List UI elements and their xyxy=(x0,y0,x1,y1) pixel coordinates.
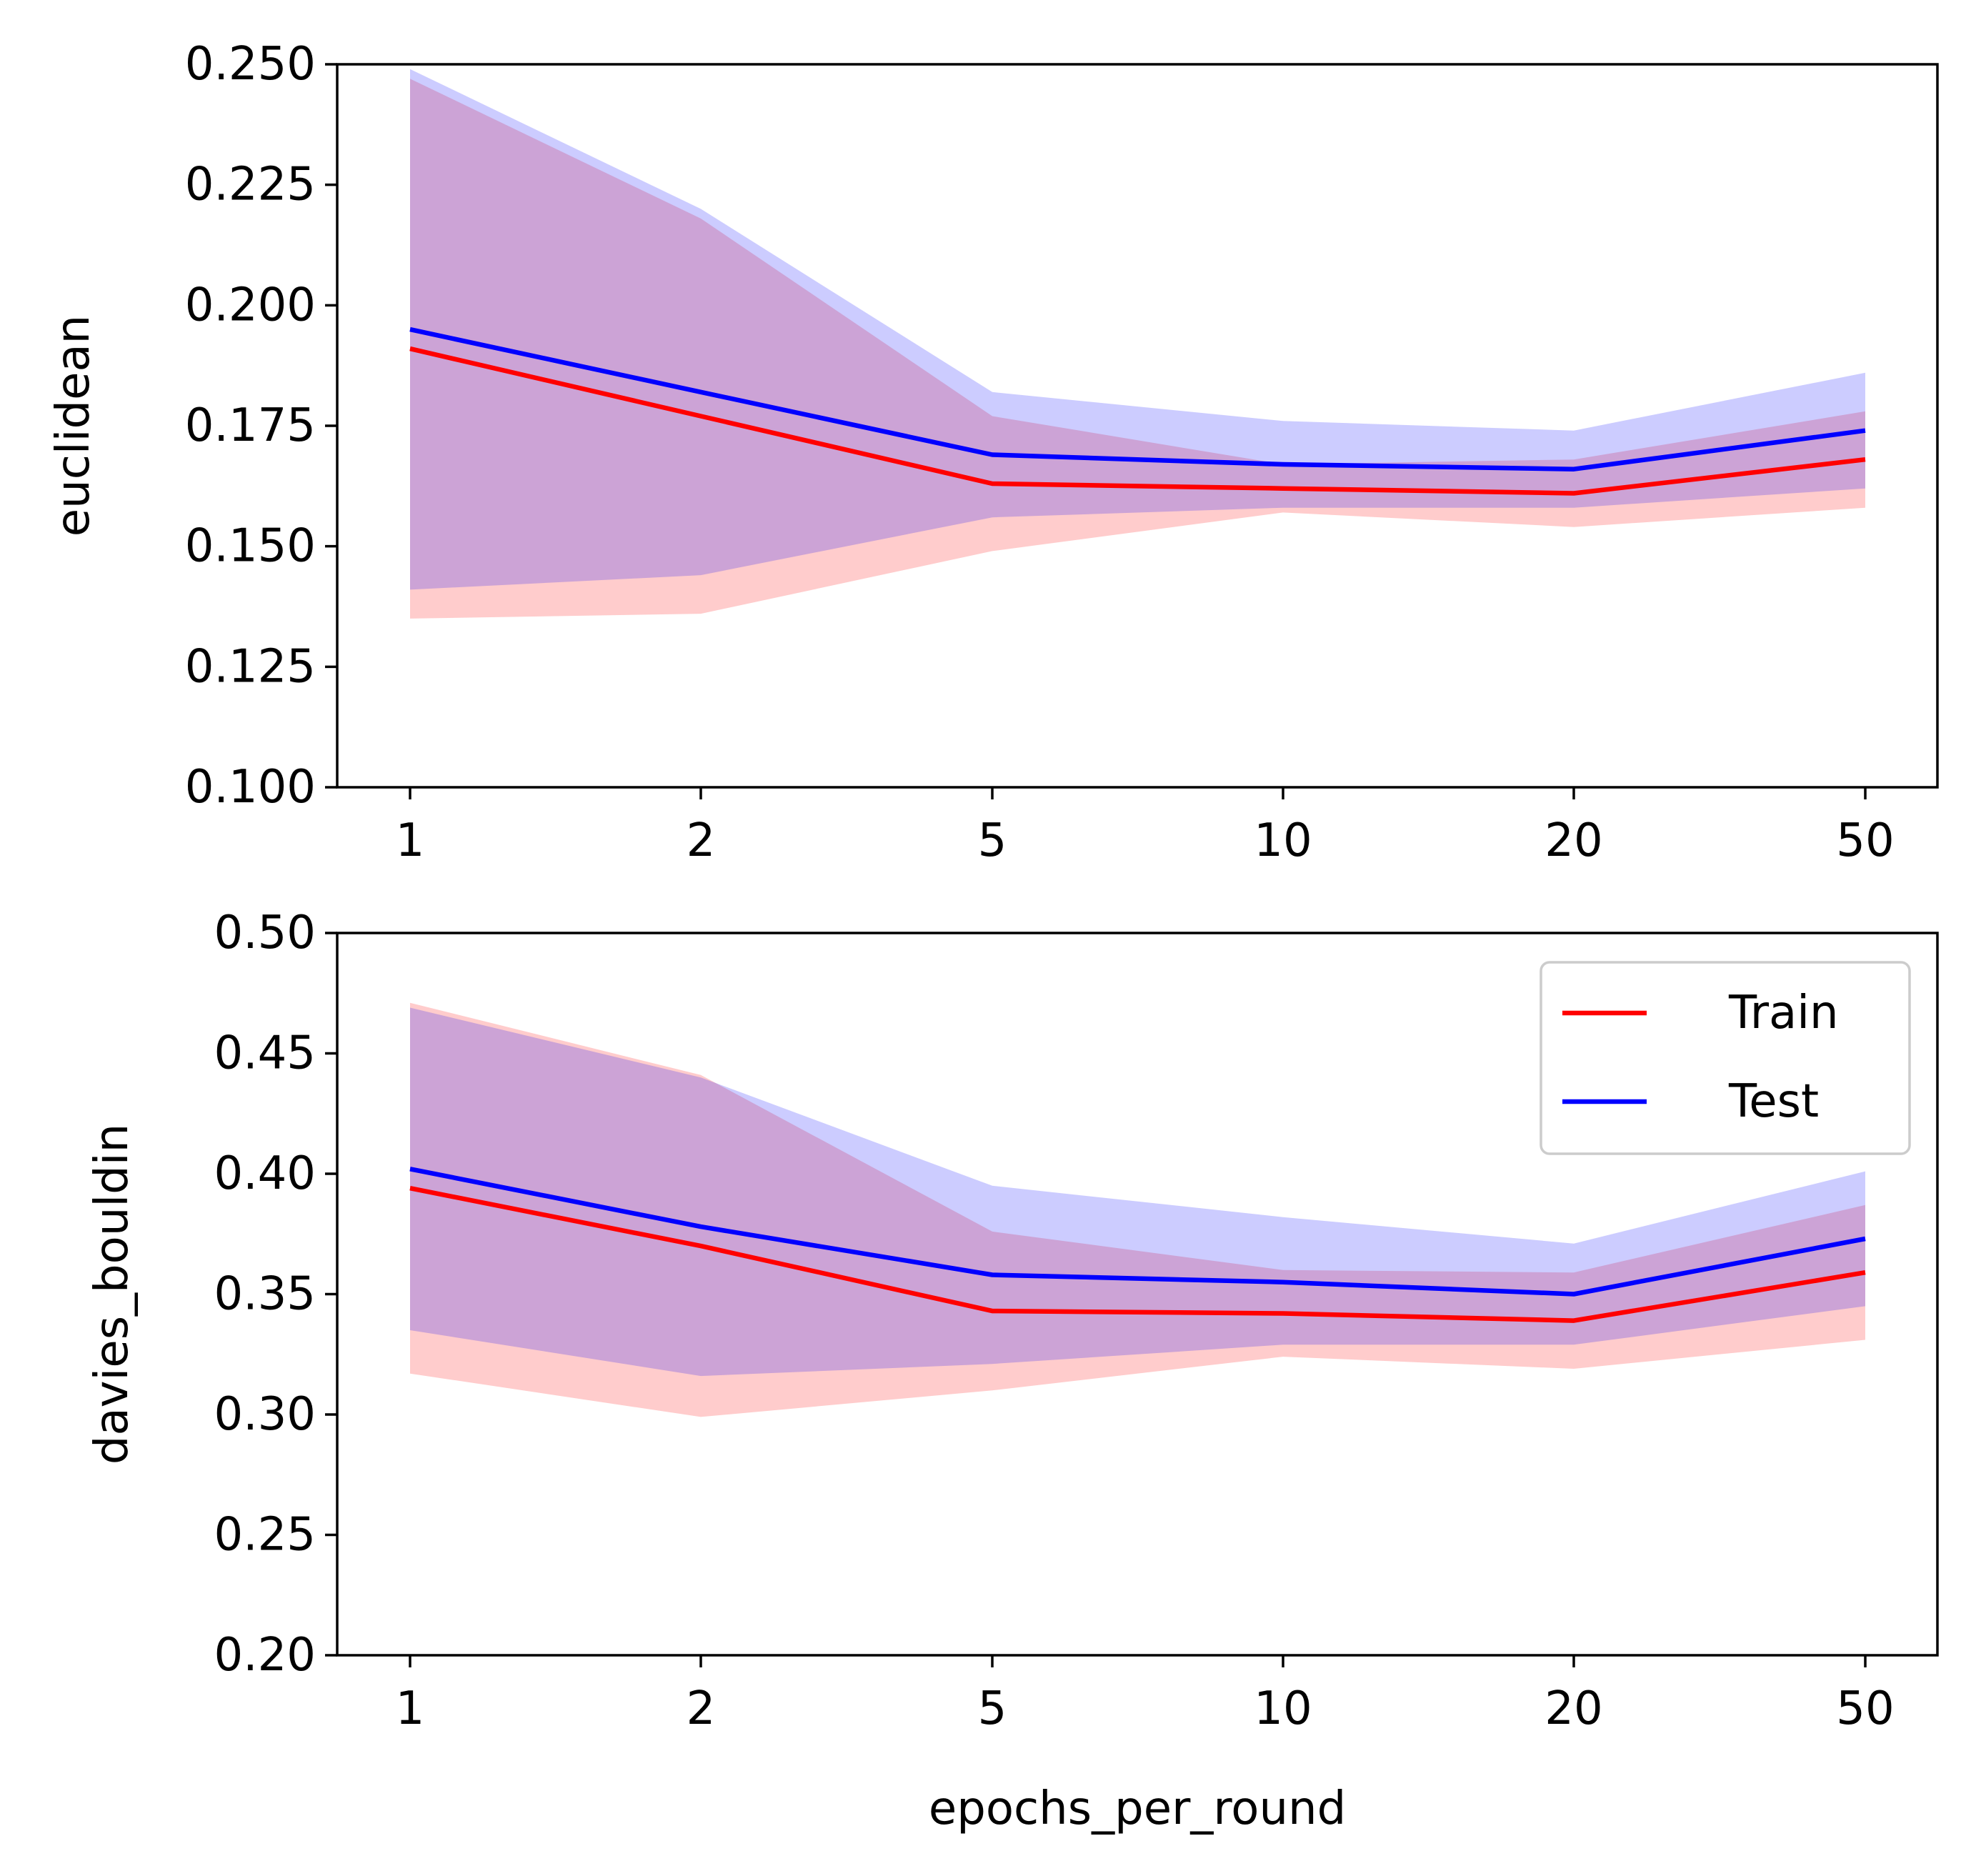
x-tick-label: 10 xyxy=(1254,814,1312,867)
series-line-train xyxy=(409,346,1866,496)
band-test xyxy=(410,1007,1865,1377)
x-tick-label: 50 xyxy=(1836,1682,1894,1735)
y-tick-label: 0.45 xyxy=(214,1027,316,1080)
band-test xyxy=(410,69,1865,590)
y-tick-label: 0.30 xyxy=(214,1388,316,1441)
y-tick-label: 0.25 xyxy=(214,1509,316,1562)
x-tick-label: 20 xyxy=(1545,814,1602,867)
y-axis-label: davies_bouldin xyxy=(86,1124,139,1465)
band-train xyxy=(410,1002,1865,1417)
y-tick-label: 0.125 xyxy=(185,640,316,693)
x-axis-label: epochs_per_round xyxy=(929,1782,1346,1835)
x-tick-label: 5 xyxy=(978,1682,1007,1735)
legend: Train Test xyxy=(1540,961,1911,1155)
x-tick-label: 5 xyxy=(978,814,1007,867)
series-line-test xyxy=(409,1167,1866,1297)
y-tick-label: 0.225 xyxy=(185,159,316,211)
y-tick-label: 0.50 xyxy=(214,907,316,959)
series-line-train xyxy=(409,1186,1866,1323)
panel-2: 0.20 0.25 0.30 0.35 0.40 0.45 0.50 1 2 5 10 20 50 dav… xyxy=(86,907,1939,1835)
y-tick-label: 0.150 xyxy=(185,520,316,573)
y-tick-label: 0.200 xyxy=(185,279,316,331)
y-tick-label: 0.35 xyxy=(214,1268,316,1321)
y-tick-label: 0.100 xyxy=(185,761,316,814)
x-tick-label: 2 xyxy=(687,1682,716,1735)
x-tick-label: 20 xyxy=(1545,1682,1602,1735)
y-tick-label: 0.250 xyxy=(185,38,316,91)
x-tick-label: 1 xyxy=(396,814,425,867)
x-tick-label: 1 xyxy=(396,1682,425,1735)
series-line-test xyxy=(409,326,1866,472)
x-tick-label: 2 xyxy=(687,814,716,867)
y-axis-label: euclidean xyxy=(47,315,100,537)
legend-box xyxy=(1540,961,1911,1155)
band-train xyxy=(410,79,1865,619)
x-tick-label: 50 xyxy=(1836,814,1894,867)
y-tick-label: 0.40 xyxy=(214,1147,316,1200)
panel-1: 0.100 0.125 0.150 0.175 0.200 0.225 0.250 1 2 5 10… xyxy=(47,38,1939,867)
x-tick-label: 10 xyxy=(1254,1682,1312,1735)
legend-label-train: Train xyxy=(1728,987,1839,1039)
legend-label-test: Test xyxy=(1728,1075,1819,1128)
y-tick-label: 0.175 xyxy=(185,399,316,452)
y-tick-label: 0.20 xyxy=(214,1629,316,1682)
